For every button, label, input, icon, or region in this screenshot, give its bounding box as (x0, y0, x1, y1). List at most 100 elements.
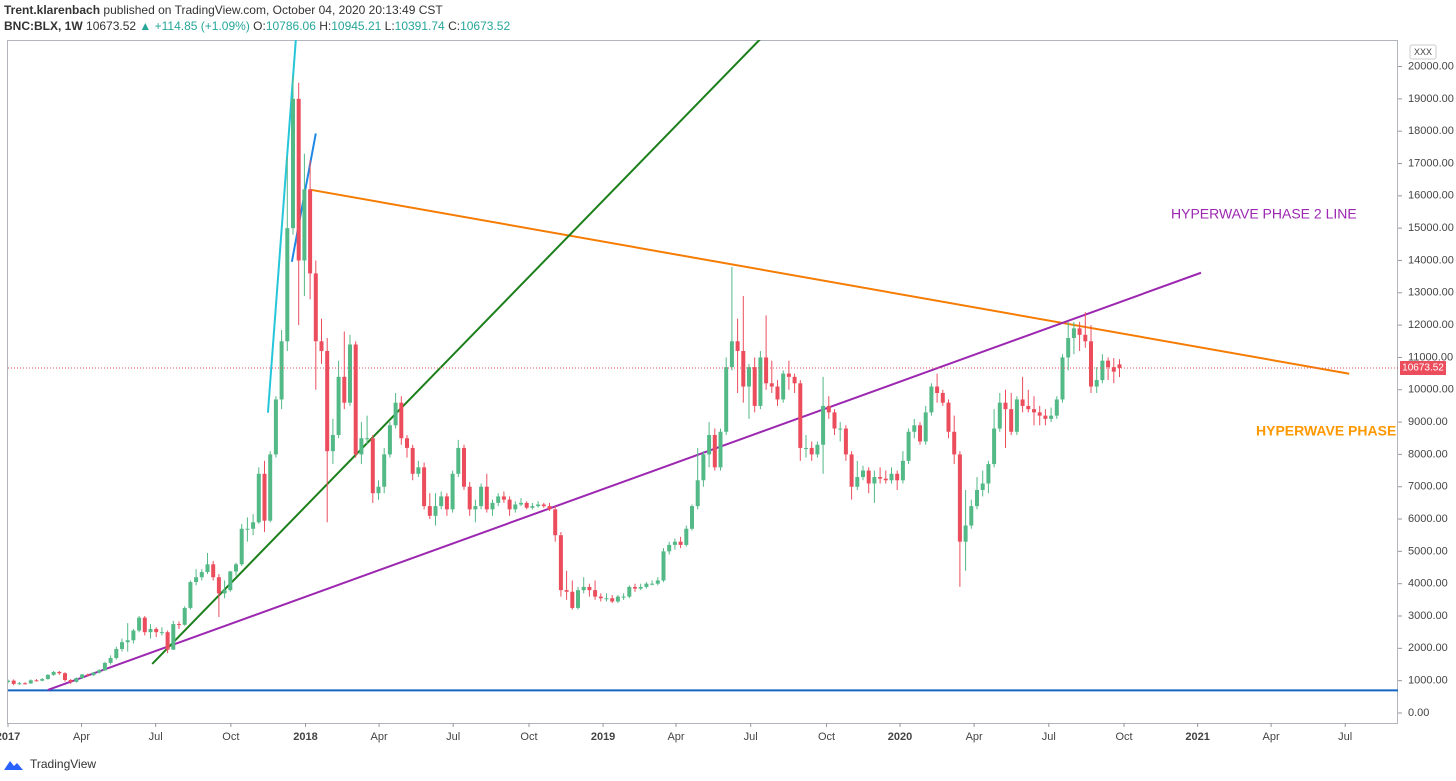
candle-body (34, 680, 39, 682)
candle-body (68, 680, 73, 682)
candle-body (479, 486, 484, 507)
candle-body (746, 367, 751, 387)
candle-body (547, 506, 552, 510)
candle-body (541, 504, 546, 507)
y-tick-label: 1000.00 (1408, 675, 1448, 687)
author: Trent.klarenbach (4, 3, 100, 17)
candle-body (427, 506, 432, 516)
candle-body (615, 596, 620, 602)
candle-body (672, 541, 677, 545)
candle-body (336, 376, 341, 436)
candle-body (735, 341, 740, 351)
l-label: L: (385, 19, 395, 33)
y-tick-label: 14000.00 (1408, 254, 1454, 266)
x-tick-label: Oct (520, 731, 537, 743)
candle-body (530, 506, 535, 508)
candle-body (51, 671, 56, 675)
candle-body (684, 528, 689, 545)
brand-logo (4, 761, 23, 770)
candle-body (165, 632, 170, 650)
candle-body (741, 350, 746, 387)
x-tick-label: Apr (667, 731, 684, 743)
currency-button-label[interactable]: XXX (1414, 47, 1432, 57)
candle-body (786, 373, 791, 377)
candle-body (1066, 338, 1071, 358)
candle-body (125, 640, 130, 643)
candle-body (604, 598, 609, 600)
candle-body (1054, 399, 1059, 416)
candle-body (399, 402, 404, 439)
candle-body (330, 435, 335, 452)
x-tick-label: Oct (1115, 731, 1132, 743)
candle-body (290, 98, 295, 229)
candle-body (923, 412, 928, 442)
candle-body (952, 431, 957, 455)
candle-body (308, 189, 313, 274)
candle-body (935, 386, 940, 393)
x-tick-label: Apr (371, 731, 388, 743)
candle-body (758, 357, 763, 406)
y-tick-label: 6000.00 (1408, 513, 1448, 525)
candle-body (410, 447, 415, 474)
candle-body (792, 376, 797, 384)
symbol-line: BNC:BLX, 1W 10673.52 ▲ +114.85 (+1.09%) … (4, 19, 510, 33)
candle-body (91, 672, 96, 676)
candle-body (404, 438, 409, 448)
x-tick-label: Apr (1263, 731, 1280, 743)
candle-body (319, 341, 324, 351)
candle-body (507, 499, 512, 510)
candle-body (781, 373, 786, 400)
currency-button[interactable] (1409, 44, 1437, 60)
candle-body (490, 502, 495, 510)
candle-body (843, 428, 848, 455)
candle-body (1117, 364, 1122, 368)
x-tick-label: Jul (1042, 731, 1056, 743)
open: 10786.06 (266, 19, 316, 33)
candle-body (302, 189, 307, 261)
candle-body (285, 228, 290, 342)
candle-body (176, 624, 181, 626)
candle-body (251, 522, 256, 529)
candle-body (85, 674, 90, 676)
candle-body (593, 590, 598, 597)
candle-body (929, 386, 934, 413)
candle-body (724, 367, 729, 432)
candle-body (610, 598, 615, 602)
candle-body (900, 460, 905, 481)
candle-body (40, 679, 45, 681)
symbol: BNC:BLX, 1W (4, 19, 83, 33)
last-price: 10673.52 (86, 19, 136, 33)
candle-body (849, 454, 854, 487)
annotation: HYPERWAVE PHASE 2 LINE (1171, 206, 1357, 222)
candle-body (359, 438, 364, 455)
candle-body (838, 428, 843, 430)
candle-body (416, 467, 421, 474)
change: ▲ +114.85 (+1.09%) (139, 19, 249, 33)
candle-body (1088, 341, 1093, 387)
candle-body (199, 572, 204, 578)
candle-body (119, 642, 124, 649)
trend-line (151, 40, 761, 665)
candle-body (701, 454, 706, 481)
y-tick-label: 9000.00 (1408, 416, 1448, 428)
candle-body (553, 509, 558, 536)
candle-body (62, 673, 67, 681)
candle-body (80, 674, 85, 679)
candle-body (148, 628, 153, 633)
candle-body (661, 551, 666, 581)
candle-body (23, 683, 28, 685)
candle-body (102, 662, 107, 671)
candle-body (695, 480, 700, 507)
candle-body (256, 473, 261, 523)
trend-line (47, 271, 1202, 691)
candle-body (564, 590, 569, 592)
candle-body (1014, 399, 1019, 432)
candle-body (1077, 328, 1082, 335)
candle-body (912, 425, 917, 432)
candle-body (382, 454, 387, 487)
candle-body (917, 425, 922, 442)
candle-body (245, 528, 250, 530)
candle-body (365, 438, 370, 440)
candle-body (1026, 405, 1031, 410)
